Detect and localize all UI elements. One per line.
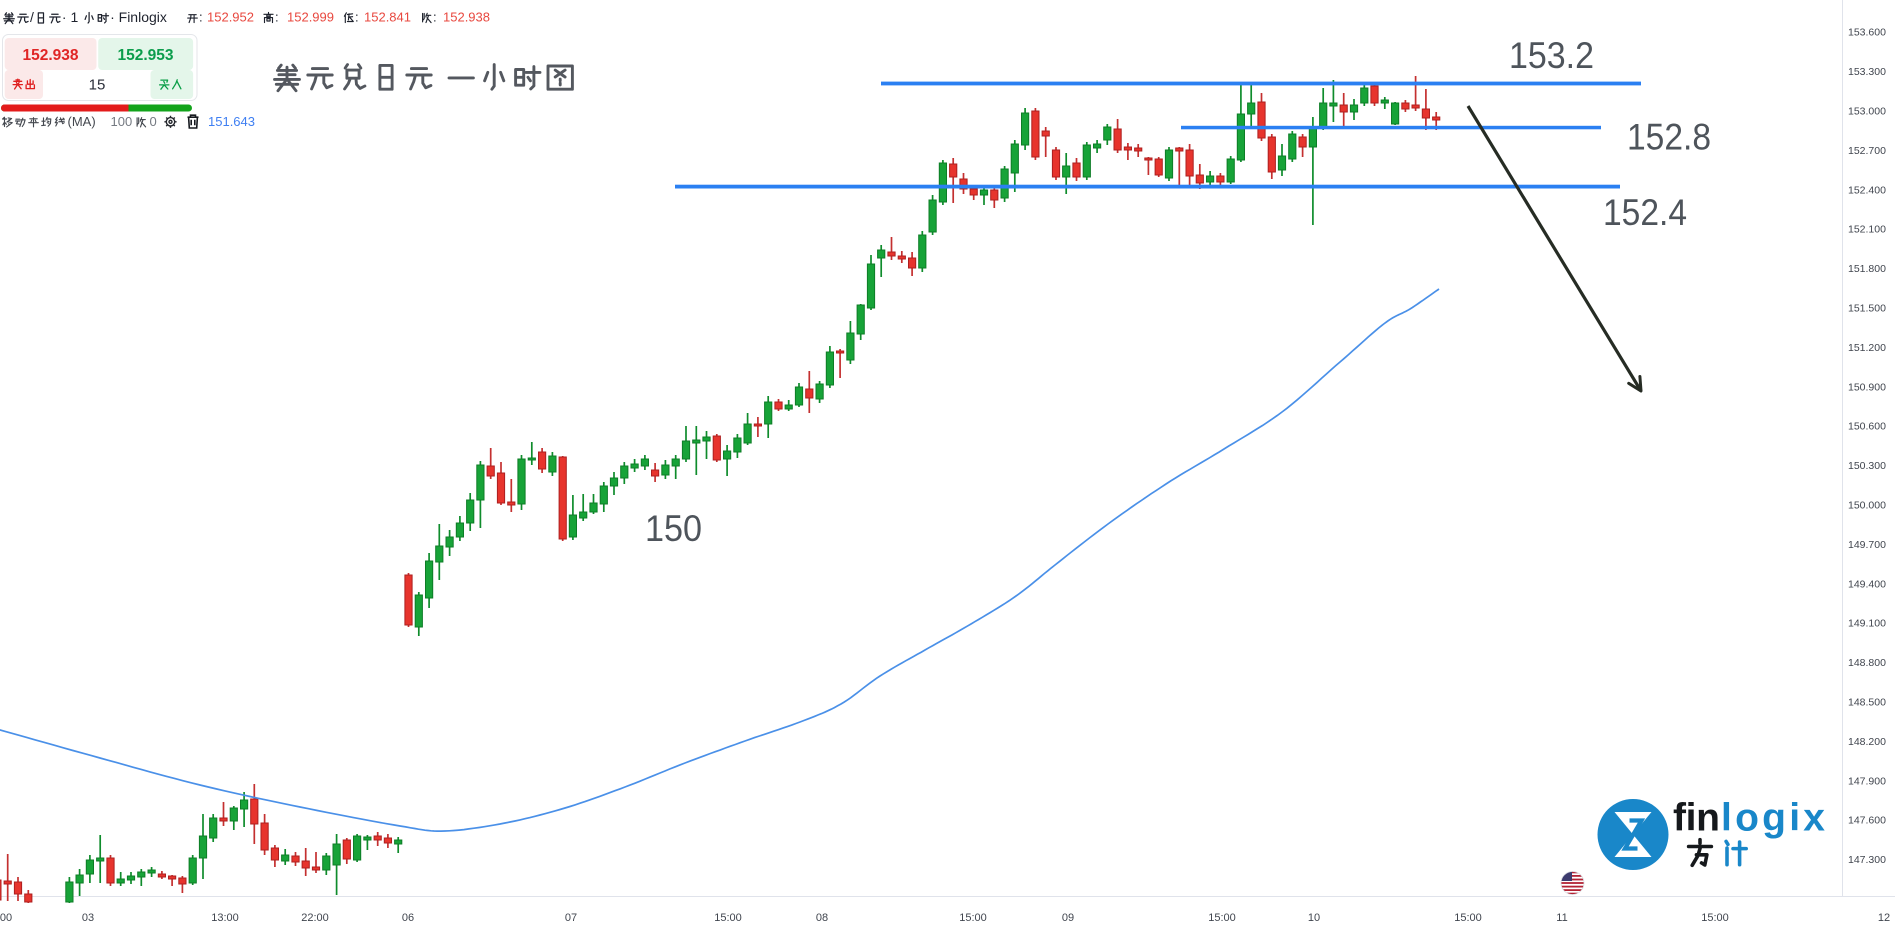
svg-text:10: 10: [1308, 912, 1320, 924]
svg-text:152.700: 152.700: [1848, 145, 1886, 157]
svg-text:150: 150: [645, 508, 702, 549]
svg-text:15:00: 15:00: [714, 912, 742, 924]
svg-text:· 1: · 1: [62, 9, 79, 25]
svg-text:13:00: 13:00: [211, 912, 239, 924]
svg-text:152.8: 152.8: [1627, 117, 1711, 158]
svg-text:149.400: 149.400: [1848, 578, 1886, 590]
svg-text:22:00: 22:00: [301, 912, 329, 924]
svg-text::: :: [199, 10, 203, 25]
svg-text:12: 12: [1878, 912, 1890, 924]
svg-text:(MA): (MA): [68, 114, 96, 129]
svg-text:149.100: 149.100: [1848, 618, 1886, 630]
svg-text:147.300: 147.300: [1848, 854, 1886, 866]
svg-text:148.200: 148.200: [1848, 736, 1886, 748]
svg-text:151.643: 151.643: [208, 114, 255, 129]
svg-text::: :: [355, 10, 359, 25]
svg-text::: :: [433, 10, 437, 25]
svg-text:153.300: 153.300: [1848, 66, 1886, 78]
svg-text:150.300: 150.300: [1848, 460, 1886, 472]
svg-text:153.600: 153.600: [1848, 27, 1886, 39]
svg-text:151.200: 151.200: [1848, 342, 1886, 354]
svg-text:149.700: 149.700: [1848, 539, 1886, 551]
svg-text:147.900: 147.900: [1848, 775, 1886, 787]
svg-text:15: 15: [89, 77, 106, 94]
svg-text::: :: [275, 10, 279, 25]
svg-text:06: 06: [402, 912, 414, 924]
svg-text:153.000: 153.000: [1848, 106, 1886, 118]
svg-text:148.500: 148.500: [1848, 697, 1886, 709]
svg-text:151.500: 151.500: [1848, 303, 1886, 315]
svg-text:fin: fin: [1673, 797, 1720, 840]
svg-text:152.4: 152.4: [1603, 192, 1687, 233]
svg-text:152.953: 152.953: [117, 47, 173, 64]
svg-text:15:00: 15:00: [1454, 912, 1482, 924]
svg-text:152.999: 152.999: [287, 10, 334, 25]
svg-text:150.900: 150.900: [1848, 381, 1886, 393]
svg-text:07: 07: [565, 912, 577, 924]
svg-text:152.400: 152.400: [1848, 184, 1886, 196]
svg-text:100: 100: [111, 114, 133, 129]
svg-text:/: /: [30, 9, 34, 25]
svg-text:15:00: 15:00: [1701, 912, 1729, 924]
svg-text:00: 00: [0, 912, 12, 924]
svg-text:150.000: 150.000: [1848, 500, 1886, 512]
svg-text:152.100: 152.100: [1848, 224, 1886, 236]
svg-text:148.800: 148.800: [1848, 657, 1886, 669]
svg-text:logix: logix: [1721, 797, 1825, 840]
svg-text:03: 03: [82, 912, 94, 924]
svg-text:09: 09: [1062, 912, 1074, 924]
svg-text:15:00: 15:00: [959, 912, 987, 924]
svg-text:15:00: 15:00: [1208, 912, 1236, 924]
svg-text:151.800: 151.800: [1848, 263, 1886, 275]
svg-text:152.938: 152.938: [443, 10, 490, 25]
svg-text:08: 08: [816, 912, 828, 924]
svg-text:150.600: 150.600: [1848, 421, 1886, 433]
svg-text:· Finlogix: · Finlogix: [110, 9, 167, 25]
svg-text:147.600: 147.600: [1848, 815, 1886, 827]
svg-text:153.2: 153.2: [1509, 35, 1594, 76]
svg-text:152.938: 152.938: [22, 47, 78, 64]
svg-text:152.952: 152.952: [207, 10, 254, 25]
svg-text:11: 11: [1556, 912, 1567, 924]
svg-text:152.841: 152.841: [364, 10, 411, 25]
svg-text:0: 0: [150, 114, 157, 129]
